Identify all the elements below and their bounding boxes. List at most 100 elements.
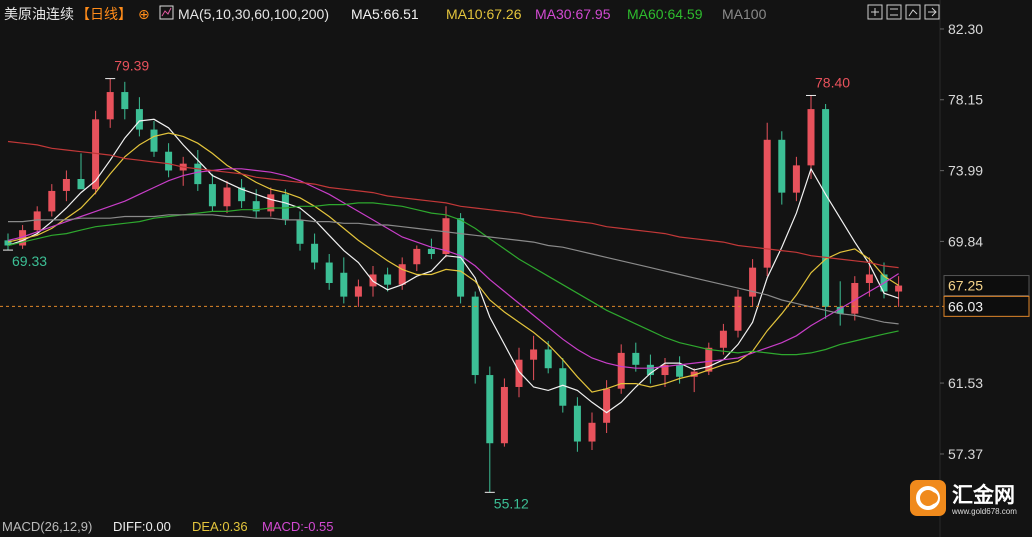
candle-body [354,286,362,297]
candle-body [734,296,742,331]
tool-button[interactable] [905,4,921,20]
candle-body [92,119,100,190]
candle-body [530,349,538,360]
candle-body [223,187,231,207]
ma-line [7,202,899,356]
candle-body [296,219,304,244]
extreme-label: 78.40 [815,74,850,90]
logo-name: 汇金网 [952,483,1015,507]
ma-line [7,132,899,393]
candle-body [106,92,114,120]
candle-body [62,179,70,191]
candle-body [865,274,873,283]
candle-body [398,264,406,285]
candle-body [895,285,903,292]
candle-body [135,109,143,130]
ma-icon[interactable] [159,5,174,20]
tool-button[interactable] [924,4,940,20]
candle-body [588,422,596,442]
candle-body [427,248,435,255]
logo-url: www.gold678.com [951,507,1017,516]
ma-legend: MA10:67.26 [446,6,522,22]
tool-button[interactable] [886,4,902,20]
y-tick-label: 61.53 [948,375,983,391]
candle-body [281,194,289,220]
candle-body [33,211,41,231]
ma-line [7,118,899,414]
toolbar [867,4,940,20]
candle-body [778,139,786,193]
ma-legend: MA5:66.51 [351,6,419,22]
add-icon[interactable]: ⊕ [138,6,150,22]
candle-body [4,240,12,246]
candle-body [792,165,800,193]
candle-body [238,187,246,202]
ma-legend: MA30:67.95 [535,6,611,22]
y-tick-label: 57.37 [948,446,983,462]
logo: 汇金网 www.gold678.com [910,480,1017,516]
candle-body [208,184,216,207]
macd-value: DIFF:0.00 [113,519,171,534]
candle-body [413,248,421,265]
candle-body [252,201,260,212]
candle-body [646,364,654,376]
candle-body [544,349,552,369]
candle-body [311,243,319,263]
candle-body [340,272,348,297]
candle-body [515,359,523,387]
tool-button[interactable] [867,4,883,20]
candle-body [705,347,713,372]
candle-body [661,364,669,376]
ma-title: MA(5,10,30,60,100,200) [178,6,329,22]
candle-body [471,296,479,376]
price-box [943,295,1030,317]
y-tick-label: 82.30 [948,21,983,37]
candle-body [559,368,567,406]
candle-body [500,386,508,444]
symbol: 美原油连续 [4,6,74,22]
price-label: 67.25 [948,278,983,294]
candle-body [603,388,611,423]
candle-body [617,352,625,389]
candle-body [325,262,333,283]
candle-body [690,371,698,377]
macd-value: DEA:0.36 [192,519,248,534]
candle-body [19,230,27,246]
candle-body [719,330,727,348]
candle-body [48,190,56,212]
price-label: 66.03 [948,298,983,314]
y-tick-label: 69.84 [948,233,983,249]
candle-body [836,306,844,314]
candle-body [121,92,129,110]
macd-value: MACD:-0.55 [262,519,334,534]
candle-body [486,375,494,444]
candle-body [267,194,275,212]
candle-body [165,151,173,171]
ma-legend: MA100 [722,6,767,22]
y-tick-label: 73.99 [948,163,983,179]
y-tick-label: 78.15 [948,92,983,108]
candle-body [150,129,158,152]
ma-legend: MA60:64.59 [627,6,703,22]
candle-body [632,352,640,365]
candle-body [77,179,85,190]
candle-body [822,109,830,307]
ma-line [7,168,899,369]
macd-title: MACD(26,12,9) [2,519,92,534]
candle-body [851,282,859,314]
candle-body [763,139,771,268]
period[interactable]: 【日线】 [76,6,132,22]
extreme-label: 55.12 [494,495,529,511]
extreme-label: 69.33 [12,253,47,269]
candle-body [749,267,757,297]
candle-body [676,364,684,377]
candle-body [573,405,581,442]
extreme-label: 79.39 [114,58,149,74]
ma-line [7,140,899,269]
price-box [943,275,1030,297]
candle-body [194,163,202,185]
candle-body [442,218,450,255]
ma-line [8,214,899,325]
candle-body [807,109,815,166]
